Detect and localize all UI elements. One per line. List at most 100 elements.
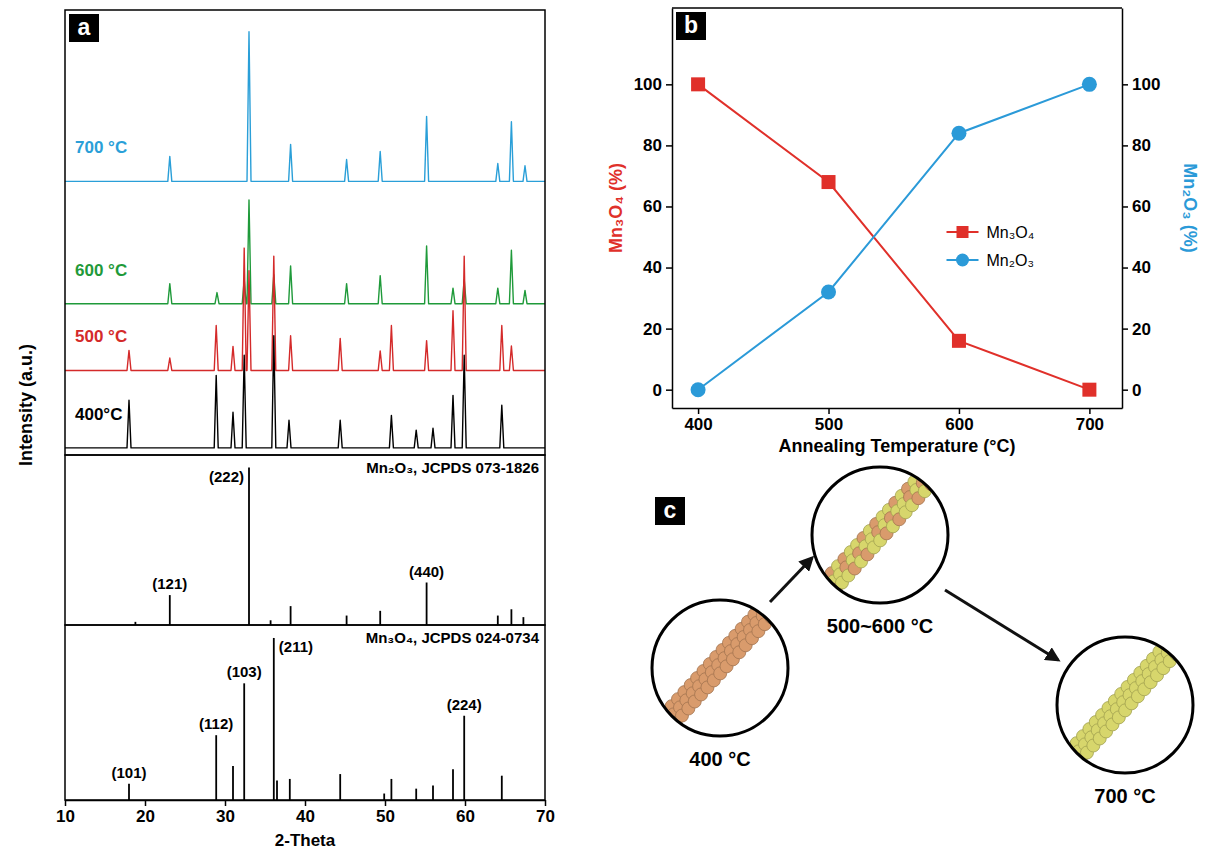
- reference-stick: [452, 769, 454, 800]
- bead: [642, 736, 655, 749]
- tick: 100: [1122, 75, 1160, 94]
- tick-label: 50: [376, 807, 395, 826]
- stage-background: [652, 600, 788, 736]
- panel-letter: c: [664, 497, 677, 523]
- tick-label: 40: [643, 258, 662, 277]
- tick-mark: [1122, 267, 1128, 269]
- reference-stick: [523, 617, 525, 625]
- reference-stick: [289, 779, 291, 800]
- panel-letter-box: [655, 497, 685, 525]
- tick-label: 10: [56, 807, 75, 826]
- tick: 0: [1122, 381, 1141, 400]
- tick-mark: [1122, 389, 1128, 391]
- bead: [777, 597, 790, 610]
- bead: [1061, 767, 1074, 780]
- bead: [1057, 751, 1070, 764]
- reference-stick: [215, 735, 217, 800]
- tick-label: 40: [1132, 258, 1151, 277]
- bead: [935, 455, 948, 468]
- axis-title: Intensity (a.u.): [16, 344, 36, 466]
- legend: Mn₃O₄Mn₂O₃: [947, 224, 1035, 269]
- reference-title: Mn₂O₃, JCPDS 073-1826: [366, 459, 539, 476]
- axis-title: Annealing Temperature (°C): [779, 436, 1016, 456]
- tick-label: 60: [456, 807, 475, 826]
- reference-stick: [232, 766, 234, 800]
- marker: [822, 175, 836, 189]
- bead: [650, 737, 663, 750]
- bead: [654, 722, 667, 735]
- peak-label: (103): [227, 663, 262, 680]
- tick: 20: [643, 320, 672, 339]
- reference-stick: [432, 785, 434, 800]
- reference-stick: [248, 468, 250, 625]
- tick-label: 0: [653, 381, 662, 400]
- plot-frame: [65, 625, 545, 800]
- tick: 0: [653, 381, 672, 400]
- axis-line: [1122, 9, 1124, 409]
- series-line: [698, 84, 1089, 389]
- plot-frame: [65, 10, 545, 455]
- reference-stick: [463, 716, 465, 800]
- bead: [923, 469, 936, 482]
- bead: [823, 590, 836, 603]
- peak-label: (112): [199, 715, 233, 732]
- stage-label: 700 °C: [1094, 785, 1155, 807]
- plot-frame: [672, 7, 1122, 9]
- panel-letter-box: [676, 12, 706, 40]
- bead: [1047, 773, 1060, 786]
- bead: [929, 462, 942, 475]
- panel-letter: b: [684, 12, 698, 38]
- bead: [648, 729, 661, 742]
- axis: 400500600700: [673, 408, 1123, 434]
- tick: 40: [1122, 258, 1151, 277]
- tick-label: 20: [643, 320, 662, 339]
- peak-label: (101): [111, 764, 146, 781]
- tick-mark: [666, 328, 672, 330]
- axis: 020406080100: [1122, 9, 1160, 409]
- tick: 400: [684, 408, 712, 434]
- axis: 10203040506070: [56, 800, 555, 826]
- plot-area: [135, 468, 523, 625]
- bead: [931, 471, 944, 484]
- tick-mark: [666, 206, 672, 208]
- peak-label: (440): [409, 563, 444, 580]
- tick: 20: [136, 800, 155, 826]
- tick-label: 700: [1076, 415, 1104, 434]
- tick-mark: [698, 408, 700, 414]
- series-line: [698, 84, 1089, 389]
- tick-mark: [666, 145, 672, 147]
- reference-stick: [276, 781, 278, 800]
- bead: [927, 454, 940, 467]
- peak-label: (121): [152, 575, 187, 592]
- spectrum-line: [65, 336, 545, 448]
- plot-frame: [65, 455, 545, 625]
- bead: [663, 723, 676, 736]
- bead: [763, 602, 776, 615]
- bead: [802, 603, 815, 616]
- tick-label: 30: [216, 807, 235, 826]
- panel-letter-box: [69, 14, 99, 42]
- tick-label: 70: [536, 807, 555, 826]
- series-label: 400°C: [75, 405, 122, 424]
- nanowire: [1038, 624, 1195, 794]
- reference-stick: [497, 616, 499, 625]
- bead: [937, 464, 950, 477]
- tick-mark: [959, 408, 961, 414]
- reference-title: Mn₃O₄, JCPDS 024-0734: [366, 629, 540, 646]
- tick: 30: [216, 800, 235, 826]
- tick-mark: [385, 800, 387, 806]
- stage-background: [1057, 637, 1193, 773]
- series-label: 600 °C: [75, 261, 127, 280]
- peak-label: (222): [209, 468, 244, 485]
- arrow: [945, 590, 1058, 660]
- marker: [951, 126, 966, 141]
- plot-area: [691, 77, 1097, 397]
- bead: [812, 581, 825, 594]
- axis-line: [672, 9, 674, 409]
- reference-stick: [383, 794, 385, 800]
- arrow: [770, 558, 812, 602]
- tick-label: 80: [643, 136, 662, 155]
- marker: [821, 284, 836, 299]
- marker: [952, 334, 966, 348]
- reference-stick: [390, 779, 392, 800]
